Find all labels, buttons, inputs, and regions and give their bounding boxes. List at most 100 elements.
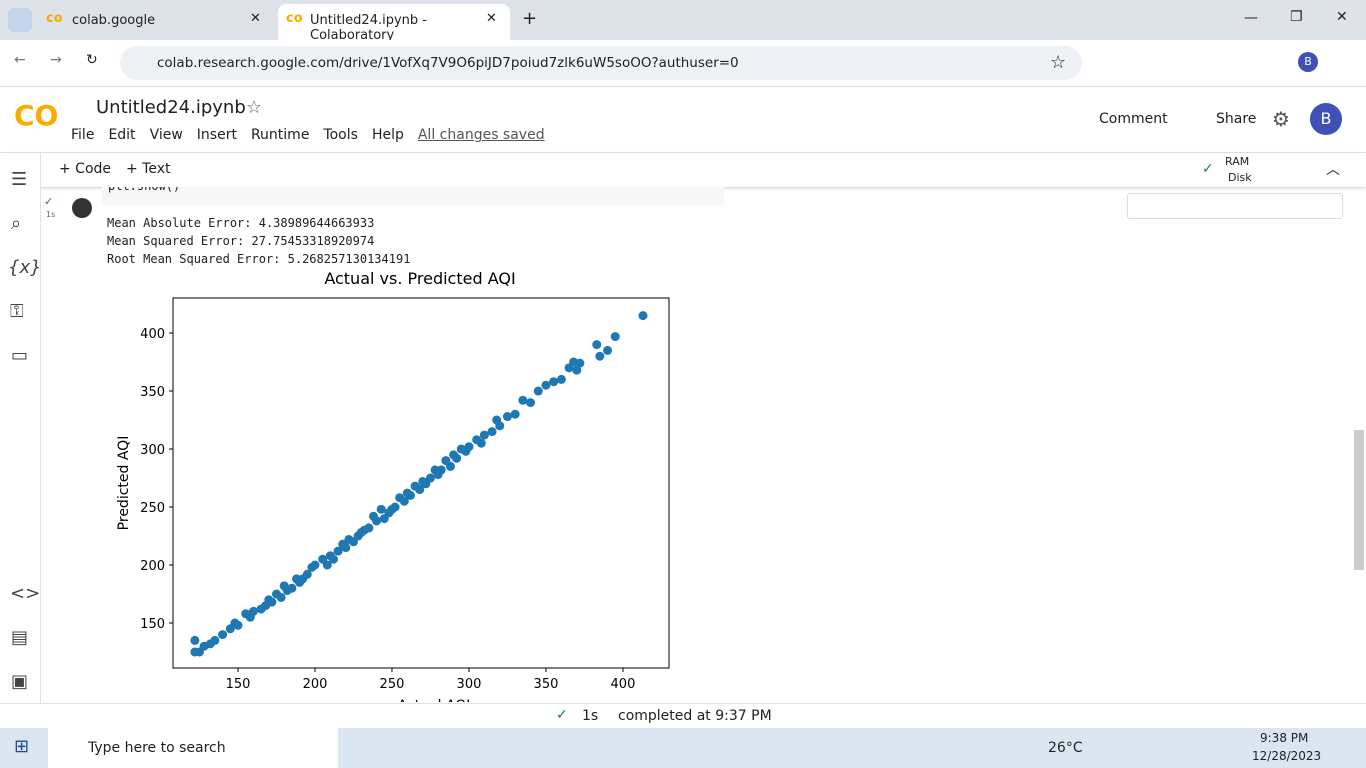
point [256,604,266,614]
point [526,398,536,408]
point [318,554,328,564]
point [218,630,228,640]
point [603,345,613,355]
point [556,374,566,384]
omnibox[interactable]: colab.research.google.com/drive/1VofXq7V… [120,46,1082,80]
menu-item[interactable]: Edit [108,127,136,143]
add-text[interactable]: + Text [126,161,171,177]
point [333,546,343,556]
point [379,514,389,524]
share-button[interactable]: Share [1216,111,1257,127]
run-button[interactable] [72,198,92,218]
point [456,444,466,454]
tab[interactable]: co colab.google ✕ [46,11,261,28]
output-line: Root Mean Squared Error: 5.2682571301341… [107,252,411,266]
sidebar: ☰ ⌕ {x} ⚿ ▭ <> ▤ ▣ [0,153,42,703]
point [418,476,428,486]
point [595,351,605,361]
taskbar-search[interactable]: Type here to search [48,728,338,768]
point [338,539,348,549]
point [518,395,528,405]
menu-item[interactable]: File [71,127,95,143]
add-code[interactable]: + Code [59,161,112,177]
menu-item[interactable]: Insert [196,127,237,143]
point [344,534,354,544]
ram-label: RAM [1225,155,1250,168]
status-time: 1s [582,708,599,724]
weather: 26°C [1048,740,1083,756]
x-tick-label: 400 [611,677,636,692]
menu-item[interactable]: Tools [323,127,358,143]
exec-time: 1s [46,210,56,219]
url: colab.research.google.com/drive/1VofXq7V… [157,55,739,71]
point [225,624,235,634]
point [402,488,412,498]
date: 12/28/2023 [1252,749,1322,763]
x-tick-label: 350 [534,677,559,692]
menu-item[interactable]: Help [371,127,404,143]
point [502,412,512,422]
save-status: All changes saved [417,127,545,143]
x-tick-label: 250 [380,677,405,692]
point [395,493,405,503]
y-tick-label: 200 [140,559,165,574]
point [472,435,482,445]
y-axis-label: Predicted AQI [116,436,132,531]
point [271,589,281,599]
point [479,430,489,440]
colab-header: CO Untitled24.ipynb ☆ File Edit View Insert… [0,87,1366,153]
point [541,380,551,390]
point [592,340,602,350]
y-tick-label: 350 [140,385,165,400]
y-tick-label: 300 [140,443,165,458]
point [441,456,451,466]
notebook-title[interactable]: Untitled24.ipynb [96,97,246,118]
x-tick-label: 300 [457,677,482,692]
avatar[interactable]: B [1310,103,1342,135]
point [449,450,459,460]
point [564,363,574,373]
cell-output: Mean Absolute Error: 4.38989644663933 Mea… [107,214,410,268]
clock: 9:38 PM [1260,731,1309,745]
toolbar: + Code + Text ✓ RAM Disk ︿ [0,153,1366,187]
point [410,481,420,491]
code-cell: plt.show() [102,187,724,205]
taskbar: ⊞ Type here to search 26°C 9:38 PM 12/28… [0,728,1366,768]
point [190,647,200,657]
point [279,581,289,591]
status-text: completed at 9:37 PM [618,708,772,724]
point [430,465,440,475]
x-axis-label: Actual AQI [398,698,471,702]
comment-button[interactable]: Comment [1099,111,1168,127]
address-row: ← → ↻ colab.research.google.com/drive/1Vof… [0,40,1366,87]
y-tick-label: 150 [140,617,165,632]
point [492,415,502,425]
status-bar: ✓ 1s completed at 9:37 PM [0,703,1366,728]
point [241,609,251,619]
y-tick-label: 400 [140,327,165,342]
point [510,409,520,419]
point [325,551,335,561]
point [572,365,582,375]
tab-search[interactable] [8,8,32,32]
menu-item[interactable]: Runtime [250,127,310,143]
code-line: plt.show() [108,187,180,193]
point [190,635,200,645]
point [549,377,559,387]
x-tick-label: 150 [226,677,251,692]
output-line: Mean Squared Error: 27.75453318920974 [107,234,375,248]
menu-item[interactable]: View [149,127,183,143]
disk-label: Disk [1228,171,1252,184]
tab-active[interactable]: co Untitled24.ipynb - Colaboratory ✕ [278,4,510,43]
point [368,511,378,521]
tab-title: Untitled24.ipynb - Colaboratory [310,13,427,43]
output-line: Mean Absolute Error: 4.38989644663933 [107,216,375,230]
point [291,574,301,584]
point [533,386,543,396]
tab-strip: co colab.google ✕ co Untitled24.ipynb - Col… [0,0,1366,43]
chart-title: Actual vs. Predicted AQI [324,270,515,288]
y-tick-label: 250 [140,501,165,516]
x-tick-label: 200 [303,677,328,692]
point [376,504,386,514]
